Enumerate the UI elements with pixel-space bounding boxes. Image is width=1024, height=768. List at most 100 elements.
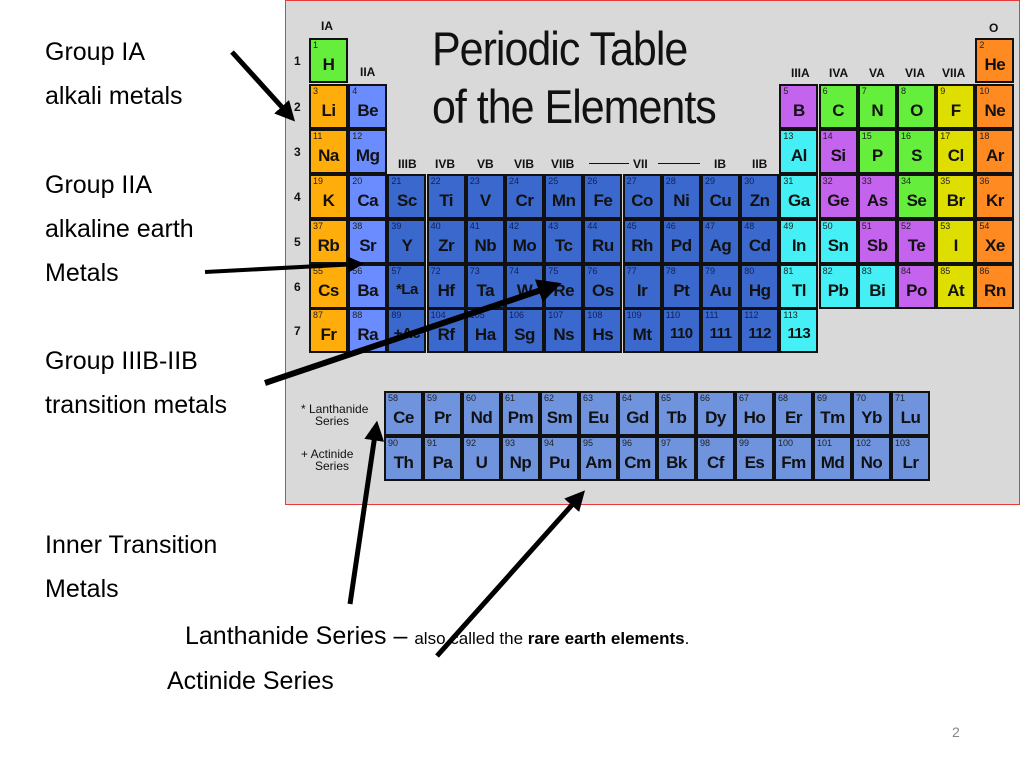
element-cell: 59 Pr [423, 391, 462, 436]
period-label: 1 [294, 54, 301, 68]
group-label-o: O [989, 21, 999, 35]
atomic-number: 40 [430, 221, 441, 231]
element-cell: 110 110 [661, 308, 701, 353]
element-symbol: Cu [709, 191, 732, 210]
atomic-number: 47 [705, 221, 716, 231]
atomic-number: 4 [352, 86, 358, 96]
atomic-number: 53 [940, 221, 951, 231]
element-cell: 51 Sb [857, 219, 897, 264]
element-cell: 47 Ag [701, 219, 740, 264]
element-symbol: Sb [866, 236, 888, 255]
element-cell: 4 Be [348, 84, 388, 129]
group-label-iva: IVA [829, 66, 849, 80]
element-symbol: Zn [749, 191, 770, 210]
actinide-label-line2: Series [315, 459, 350, 473]
element-symbol: Pa [432, 453, 453, 472]
element-symbol: Xe [984, 236, 1005, 255]
element-symbol: O [910, 101, 923, 120]
element-cell: 76 Os [583, 264, 623, 309]
element-cell: 95 Am [579, 436, 618, 481]
group-description-line: Group IIIB-IIB [45, 347, 198, 375]
element-symbol: Eu [588, 408, 609, 427]
actinide-label-line1: + Actinide [301, 447, 354, 461]
element-symbol: Rh [631, 236, 653, 255]
atomic-number: 28 [665, 176, 676, 186]
atomic-number: 76 [587, 266, 598, 276]
element-cell: 15 P [857, 129, 897, 174]
element-cell: 90 Th [384, 436, 423, 481]
element-cell: 29 Cu [701, 174, 740, 219]
arrow-transition [264, 279, 562, 386]
atomic-number: 111 [705, 310, 719, 320]
element-symbol: Bk [666, 453, 687, 472]
element-symbol: Te [907, 236, 926, 255]
element-cell: 39 Y [387, 219, 427, 264]
atomic-number: 8 [901, 86, 907, 96]
atomic-number: 112 [744, 310, 759, 320]
atomic-number: 24 [509, 176, 520, 186]
atomic-number: 75 [548, 266, 559, 276]
element-symbol: Ta [476, 281, 495, 300]
atomic-number: 10 [979, 86, 990, 96]
divider-line [658, 163, 700, 164]
element-cell: 62 Sm [540, 391, 579, 436]
element-symbol: I [953, 236, 959, 255]
element-symbol: Mt [632, 325, 652, 344]
element-symbol: Ca [357, 191, 379, 210]
element-symbol: Br [946, 191, 965, 210]
element-symbol: Yb [861, 408, 882, 427]
element-symbol: Sr [359, 236, 377, 255]
atomic-number: 113 [783, 310, 798, 320]
table-title-line2: of the Elements [432, 81, 717, 134]
element-symbol: Mn [551, 191, 576, 210]
atomic-number: 82 [822, 266, 833, 276]
element-cell: 11 Na [309, 129, 348, 174]
atomic-number: 99 [739, 438, 750, 448]
element-symbol: Ge [827, 191, 849, 210]
atomic-number: 109 [626, 310, 642, 320]
atomic-number: 37 [313, 221, 324, 231]
element-symbol: Ti [439, 191, 453, 210]
atomic-number: 5 [783, 86, 789, 96]
element-symbol: H [322, 55, 335, 74]
group-label-iia: IIA [360, 65, 376, 79]
atomic-number: 73 [469, 266, 480, 276]
element-symbol: Ag [709, 236, 732, 255]
element-cell: 45 Rh [622, 219, 662, 264]
element-symbol: Hf [437, 281, 455, 300]
element-symbol: Ru [592, 236, 614, 255]
element-cell: 42 Mo [505, 219, 544, 264]
element-symbol: Ba [357, 281, 379, 300]
element-cell: 71 Lu [891, 391, 930, 436]
atomic-number: 97 [661, 438, 672, 448]
element-cell: 67 Ho [735, 391, 774, 436]
element-symbol: Ho [743, 408, 766, 427]
actinide-caption: Actinide Series [167, 667, 334, 695]
atomic-number: 13 [783, 131, 794, 141]
element-symbol: Cr [515, 191, 534, 210]
atomic-number: 35 [940, 176, 951, 186]
element-symbol: Ha [474, 325, 496, 344]
atomic-number: 94 [544, 438, 555, 448]
element-symbol: Es [744, 453, 765, 472]
element-cell: 60 Nd [462, 391, 501, 436]
group-description-line: Group IA [45, 38, 146, 66]
atomic-number: 72 [430, 266, 441, 276]
element-cell: 35 Br [936, 174, 976, 219]
element-cell: 14 Si [818, 129, 858, 174]
element-symbol: 111 [709, 325, 732, 342]
element-cell: 10 Ne [975, 84, 1015, 129]
element-symbol: U [475, 453, 488, 472]
element-cell: 38 Sr [348, 219, 388, 264]
element-symbol: Pd [670, 236, 692, 255]
element-cell: 68 Er [774, 391, 813, 436]
element-cell: 98 Cf [696, 436, 735, 481]
atomic-number: 16 [901, 131, 912, 141]
element-cell: 82 Pb [818, 264, 858, 309]
atomic-number: 32 [822, 176, 833, 186]
element-symbol: Se [906, 191, 927, 210]
element-symbol: Zr [438, 236, 455, 255]
